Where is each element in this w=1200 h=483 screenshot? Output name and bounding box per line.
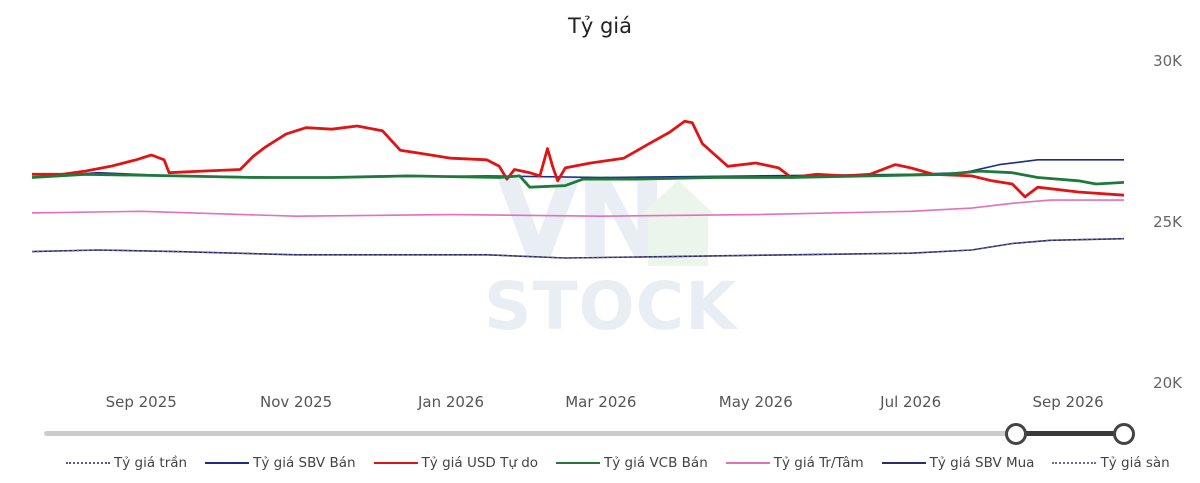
x-tick-label: Nov 2025 <box>260 393 332 411</box>
series-line-4[interactable] <box>31 169 1125 189</box>
legend-item[interactable]: Tỷ giá Tr/Tâm <box>725 455 864 471</box>
legend-swatch <box>881 462 926 464</box>
chart-title: Tỷ giá <box>568 14 632 38</box>
slider-selected-range[interactable] <box>1016 431 1124 436</box>
legend-label: Tỷ giá SBV Mua <box>929 455 1035 471</box>
legend-label: Tỷ giá trần <box>114 455 188 471</box>
series-line-3[interactable] <box>32 119 1125 199</box>
legend-item[interactable]: Tỷ giá VCB Bán <box>556 455 708 471</box>
legend-item[interactable]: Tỷ giá SBV Bán <box>205 455 356 471</box>
legend-label: Tỷ giá Tr/Tâm <box>773 455 864 471</box>
x-tick-label: Jul 2026 <box>879 393 941 411</box>
exchange-rate-chart[interactable]: 30K 25K 20K Sep 2025 Nov 2025 Jan 2026 Mar 202… <box>0 0 1200 420</box>
legend-label: Tỷ giá USD Tự do <box>421 455 539 471</box>
x-tick-label: Mar 2026 <box>565 393 636 411</box>
legend-swatch <box>725 462 770 464</box>
legend-swatch <box>205 462 250 464</box>
x-tick-label: Sep 2025 <box>106 393 177 411</box>
legend-item[interactable]: Tỷ giá trần <box>66 455 187 471</box>
y-tick-label: 20K <box>1153 374 1183 392</box>
slider-track[interactable] <box>44 431 1124 436</box>
legend-label: Tỷ giá SBV Bán <box>253 455 356 471</box>
legend-label: Tỷ giá sàn <box>1100 455 1170 471</box>
date-range-slider[interactable] <box>44 423 1136 445</box>
legend-swatch <box>1052 462 1097 464</box>
x-tick-label: Jan 2026 <box>417 393 484 411</box>
chart-legend: Tỷ giá trần Tỷ giá SBV Bán Tỷ giá USD Tự d… <box>66 452 1170 474</box>
x-tick-label: Sep 2026 <box>1033 393 1104 411</box>
x-tick-label: May 2026 <box>719 393 793 411</box>
legend-swatch <box>66 462 110 464</box>
legend-item[interactable]: Tỷ giá SBV Mua <box>881 455 1035 471</box>
y-tick-label: 25K <box>1153 213 1183 231</box>
legend-swatch <box>373 462 418 464</box>
series-line-1[interactable] <box>31 238 1125 259</box>
series-line-5[interactable] <box>31 199 1124 217</box>
series-line-6[interactable] <box>31 237 1125 259</box>
legend-label: Tỷ giá VCB Bán <box>604 455 708 471</box>
legend-item[interactable]: Tỷ giá sàn <box>1052 455 1170 471</box>
series-line-7[interactable] <box>31 238 1125 259</box>
y-tick-label: 30K <box>1153 52 1183 70</box>
legend-swatch <box>556 462 601 464</box>
slider-start-handle[interactable] <box>1005 423 1027 445</box>
legend-item[interactable]: Tỷ giá USD Tự do <box>373 455 539 471</box>
slider-end-handle[interactable] <box>1113 423 1135 445</box>
